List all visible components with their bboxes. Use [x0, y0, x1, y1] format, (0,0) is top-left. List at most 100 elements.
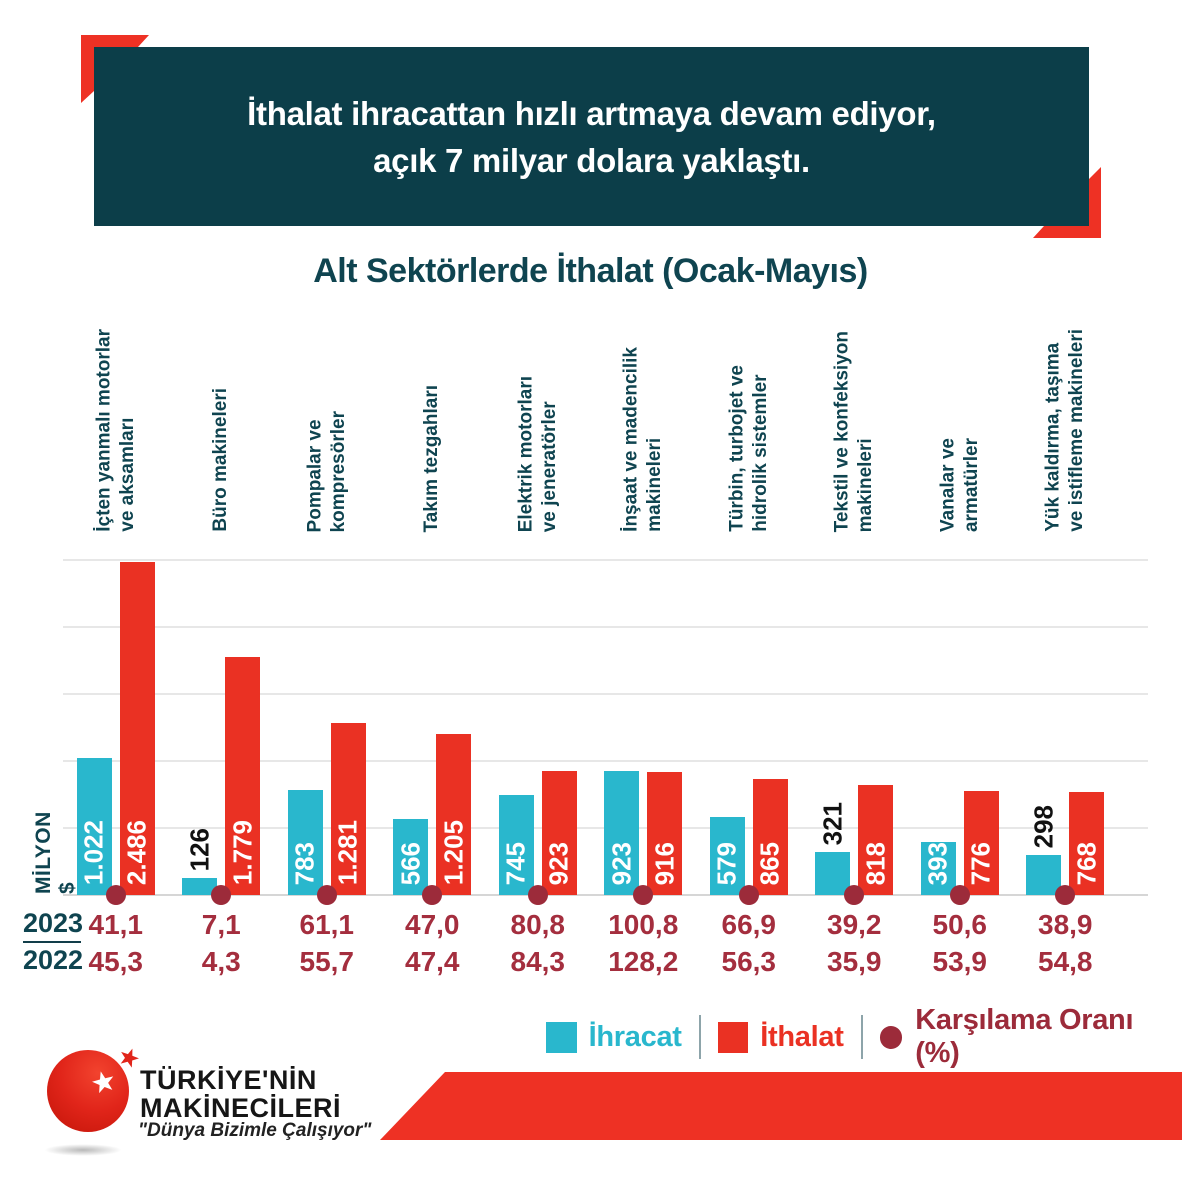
import-bar: 865	[752, 779, 788, 895]
export-value-label: 566	[395, 841, 426, 885]
gridline	[63, 693, 1148, 695]
logo-tagline: "Dünya Bizimle Çalışıyor"	[138, 1120, 372, 1141]
export-bar: 566	[393, 819, 429, 895]
import-bar: 1.281	[330, 723, 366, 895]
coverage-ratio-dot	[316, 885, 337, 905]
coverage-ratio-value: 38,9	[1038, 909, 1093, 940]
logo-red-ball	[47, 1050, 129, 1132]
legend-label-import: İthalat	[760, 1020, 844, 1053]
y-axis-unit-label: MİLYON $	[32, 811, 79, 894]
ratio-dot-icon	[879, 1025, 903, 1049]
chart-title: Alt Sektörlerde İthalat (Ocak-Mayıs)	[313, 252, 868, 290]
coverage-ratio-value: 80,8	[510, 909, 566, 940]
category-label: Vanalar ve armatürler	[907, 314, 1013, 532]
coverage-ratio-dot	[211, 885, 232, 905]
logo-line-1: TÜRKİYE'NİN	[140, 1065, 317, 1095]
coverage-ratio-value: 4,3	[201, 946, 241, 977]
coverage-ratio-value: 55,7	[299, 946, 355, 977]
bar-group: 923 916	[591, 560, 697, 905]
category-label: Elektrik motorları ve jeneratörler	[485, 314, 591, 532]
import-bar: 923	[541, 771, 577, 895]
coverage-ratio-dot	[738, 885, 759, 905]
import-bar: 818	[858, 785, 894, 895]
export-value-label: 298	[1028, 804, 1059, 848]
bar-group: 321 818	[802, 560, 908, 905]
category-labels: İçten yanmalı motorlar ve aksamları Büro …	[63, 314, 1118, 532]
year-label: 2023	[23, 906, 83, 943]
import-bar: 1.205	[436, 734, 472, 895]
category-label-text: Yük kaldırma, taşıma ve istifleme makine…	[1042, 329, 1088, 532]
export-value-label: 923	[606, 841, 637, 885]
bar-group: 298 768	[1013, 560, 1119, 905]
import-bar: 768	[1069, 792, 1105, 895]
category-label: Büro makineleri	[169, 314, 275, 532]
category-label: Takım tezgahları	[380, 314, 486, 532]
white-star-icon	[92, 1071, 114, 1094]
import-bar: 776	[963, 791, 999, 895]
year-label: 2022	[23, 945, 84, 975]
category-label: Türbin, turbojet ve hidrolik sistemler	[696, 314, 802, 532]
bar-group: 579 865	[696, 560, 802, 905]
legend-label-ratio: Karşılama Oranı (%)	[915, 1004, 1134, 1069]
export-bar: 126	[182, 828, 218, 895]
import-value-label: 916	[649, 841, 680, 885]
logo-line-2: MAKİNECİLERİ	[140, 1093, 341, 1123]
import-swatch-icon	[717, 1021, 749, 1053]
export-bar: 923	[604, 771, 640, 895]
category-label-text: Takım tezgahları	[421, 384, 443, 532]
x-axis-baseline	[63, 894, 1148, 896]
red-star-icon	[120, 1048, 139, 1068]
import-bar: 916	[647, 772, 683, 895]
export-bar: 321	[815, 802, 851, 895]
coverage-ratio-dot	[949, 885, 970, 905]
headline-line-1: İthalat ihracattan hızlı artmaya devam e…	[247, 94, 936, 132]
import-value-label: 776	[965, 841, 996, 885]
import-bar: 1.779	[225, 657, 261, 895]
export-value-label: 783	[289, 841, 320, 885]
category-label: İnşaat ve madencilik makineleri	[591, 314, 697, 532]
coverage-ratio-value: 47,0	[405, 909, 460, 940]
export-value-label: 579	[711, 841, 742, 885]
bar-group: 745 923	[485, 560, 591, 905]
export-value-label: 1.022	[78, 819, 109, 885]
category-label-text: Büro makineleri	[210, 388, 232, 532]
export-bar: 1.022	[76, 758, 112, 895]
coverage-ratio-table: 2023 41,1 7,1 61,1 47,0 80,8 100,8 66,9 39,2 50,6…	[23, 906, 1118, 980]
logo-shadow	[44, 1144, 122, 1156]
coverage-ratio-value: 50,6	[932, 909, 988, 940]
export-bar: 745	[498, 795, 534, 895]
bottom-red-band	[380, 1072, 1182, 1140]
legend-label-export: İhracat	[588, 1020, 682, 1053]
category-label-text: Elektrik motorları ve jeneratörler	[515, 375, 560, 532]
import-value-label: 2.486	[121, 819, 152, 885]
bar-group: 1.022 2.486	[63, 560, 169, 905]
bar-chart-plot: 1.022 2.486 126 1.779 783 1.281 566 1.205 745 923…	[63, 559, 1148, 905]
coverage-ratio-value: 47,4	[405, 946, 460, 977]
import-value-label: 1.205	[438, 819, 469, 885]
category-label: Tekstil ve konfeksiyon makineleri	[802, 314, 908, 532]
coverage-ratio-dot	[1055, 885, 1076, 905]
coverage-ratio-value: 39,2	[827, 909, 882, 940]
bar-group: 566 1.205	[380, 560, 486, 905]
headline-line-2: açık 7 milyar dolara yaklaştı.	[373, 141, 810, 179]
coverage-ratio-value: 66,9	[721, 909, 777, 940]
coverage-ratio-dot	[105, 885, 126, 905]
category-label: İçten yanmalı motorlar ve aksamları	[63, 314, 169, 532]
gridline	[63, 559, 1148, 561]
category-label-text: Pompalar ve kompresörler	[304, 410, 349, 532]
coverage-ratio-dot	[422, 885, 443, 905]
import-value-label: 818	[860, 841, 891, 885]
export-value-label: 393	[922, 841, 953, 885]
banner-corner-accent-bottom-right	[1033, 167, 1101, 238]
category-label-text: Vanalar ve armatürler	[937, 437, 982, 532]
legend-divider	[698, 1015, 701, 1059]
import-value-label: 923	[543, 841, 574, 885]
bar-group: 393 776	[907, 560, 1013, 905]
bar-group: 783 1.281	[274, 560, 380, 905]
import-value-label: 865	[754, 841, 785, 885]
headline-banner: İthalat ihracattan hızlı artmaya devam e…	[94, 47, 1089, 226]
export-bar: 783	[287, 790, 323, 895]
import-value-label: 768	[1071, 841, 1102, 885]
coverage-ratio-value: 53,9	[932, 946, 988, 977]
